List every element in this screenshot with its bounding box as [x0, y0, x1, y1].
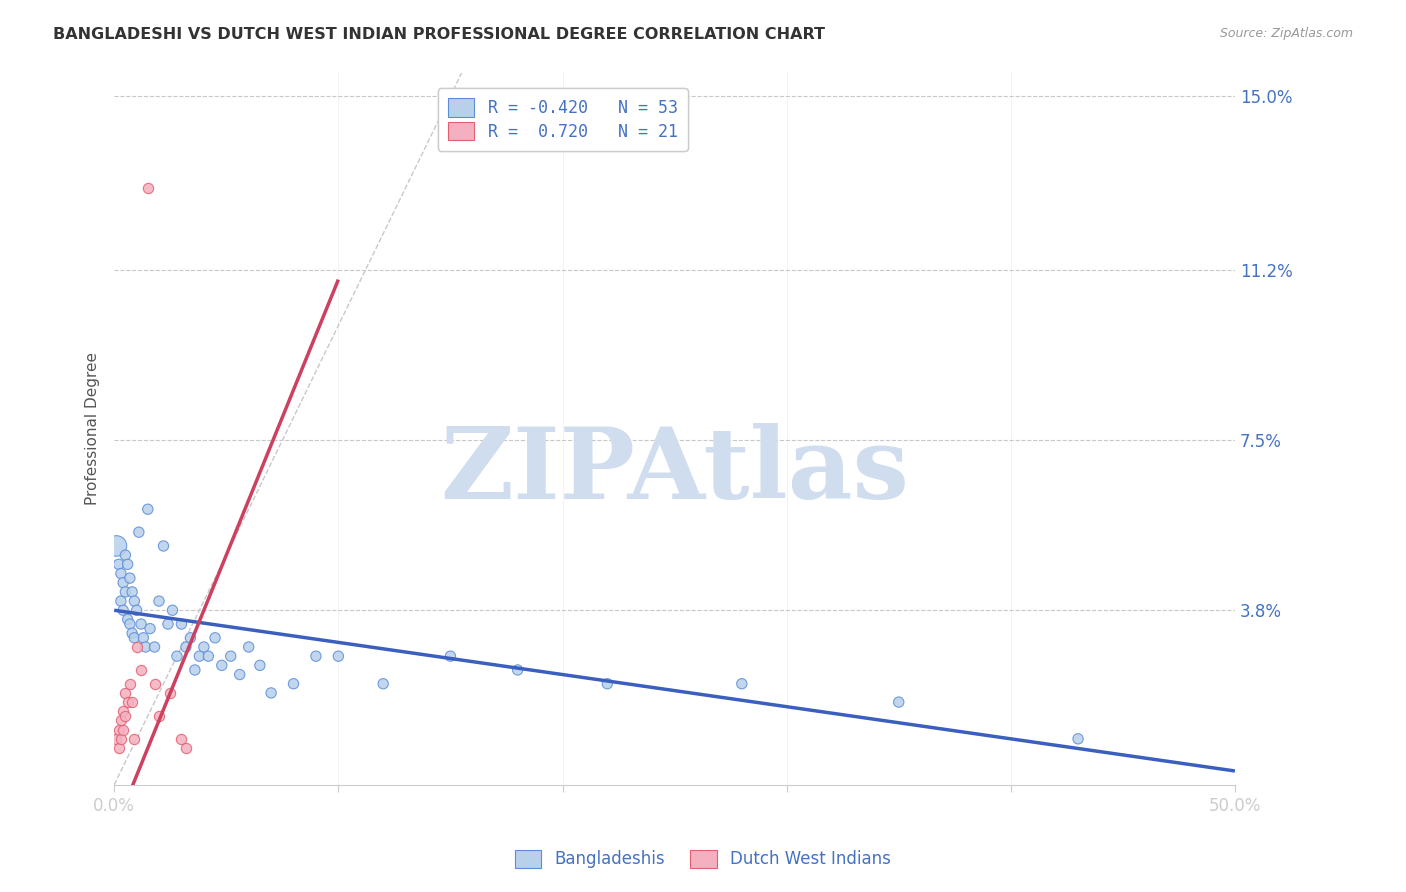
Point [110, 714, 132, 728]
Point [124, 594, 146, 608]
Point [166, 649, 188, 664]
Point [117, 558, 139, 572]
Point [174, 640, 197, 654]
Point [179, 631, 201, 645]
Point [170, 617, 193, 632]
Point [125, 603, 148, 617]
Point [156, 617, 179, 632]
Point [121, 626, 143, 640]
Point [439, 649, 461, 664]
Point [193, 640, 215, 654]
Point [159, 686, 181, 700]
Point [148, 709, 170, 723]
Point [117, 695, 139, 709]
Point [112, 723, 135, 737]
Point [373, 677, 395, 691]
Point [305, 649, 328, 664]
Point [152, 539, 174, 553]
Point [731, 677, 754, 691]
Point [238, 640, 260, 654]
Point [112, 575, 135, 590]
Point [596, 677, 619, 691]
Point [112, 603, 135, 617]
Point [105, 731, 128, 746]
Text: Source: ZipAtlas.com: Source: ZipAtlas.com [1219, 27, 1353, 40]
Point [188, 649, 211, 664]
Point [118, 571, 141, 585]
Point [228, 667, 250, 681]
Point [328, 649, 350, 664]
Point [887, 695, 910, 709]
Point [197, 649, 219, 664]
Point [143, 677, 166, 691]
Point [184, 663, 207, 677]
Point [107, 558, 129, 572]
Point [124, 631, 146, 645]
Y-axis label: Professional Degree: Professional Degree [86, 352, 100, 506]
Point [124, 731, 146, 746]
Point [170, 731, 193, 746]
Point [204, 631, 226, 645]
Text: BANGLADESHI VS DUTCH WEST INDIAN PROFESSIONAL DEGREE CORRELATION CHART: BANGLADESHI VS DUTCH WEST INDIAN PROFESS… [53, 27, 825, 42]
Point [260, 686, 283, 700]
Point [174, 741, 197, 756]
Point [129, 663, 152, 677]
Point [129, 617, 152, 632]
Point [125, 640, 148, 654]
Point [107, 741, 129, 756]
Legend: Bangladeshis, Dutch West Indians: Bangladeshis, Dutch West Indians [506, 841, 900, 877]
Point [107, 723, 129, 737]
Point [136, 181, 159, 195]
Point [139, 622, 162, 636]
Point [249, 658, 271, 673]
Legend: R = -0.420   N = 53, R =  0.720   N = 21: R = -0.420 N = 53, R = 0.720 N = 21 [437, 88, 688, 151]
Point [135, 640, 157, 654]
Point [128, 525, 150, 540]
Point [506, 663, 529, 677]
Point [118, 677, 141, 691]
Point [110, 566, 132, 581]
Point [219, 649, 242, 664]
Point [132, 631, 155, 645]
Point [110, 594, 132, 608]
Point [114, 548, 136, 562]
Text: ZIPAtlas: ZIPAtlas [440, 423, 910, 520]
Point [283, 677, 305, 691]
Point [117, 612, 139, 626]
Point [114, 709, 136, 723]
Point [1067, 731, 1090, 746]
Point [114, 686, 136, 700]
Point [148, 594, 170, 608]
Point [162, 603, 184, 617]
Point [118, 617, 141, 632]
Point [112, 704, 135, 718]
Point [136, 502, 159, 516]
Point [114, 585, 136, 599]
Point [121, 695, 143, 709]
Point [143, 640, 166, 654]
Point [110, 731, 132, 746]
Point [105, 539, 128, 553]
Point [211, 658, 233, 673]
Point [121, 585, 143, 599]
